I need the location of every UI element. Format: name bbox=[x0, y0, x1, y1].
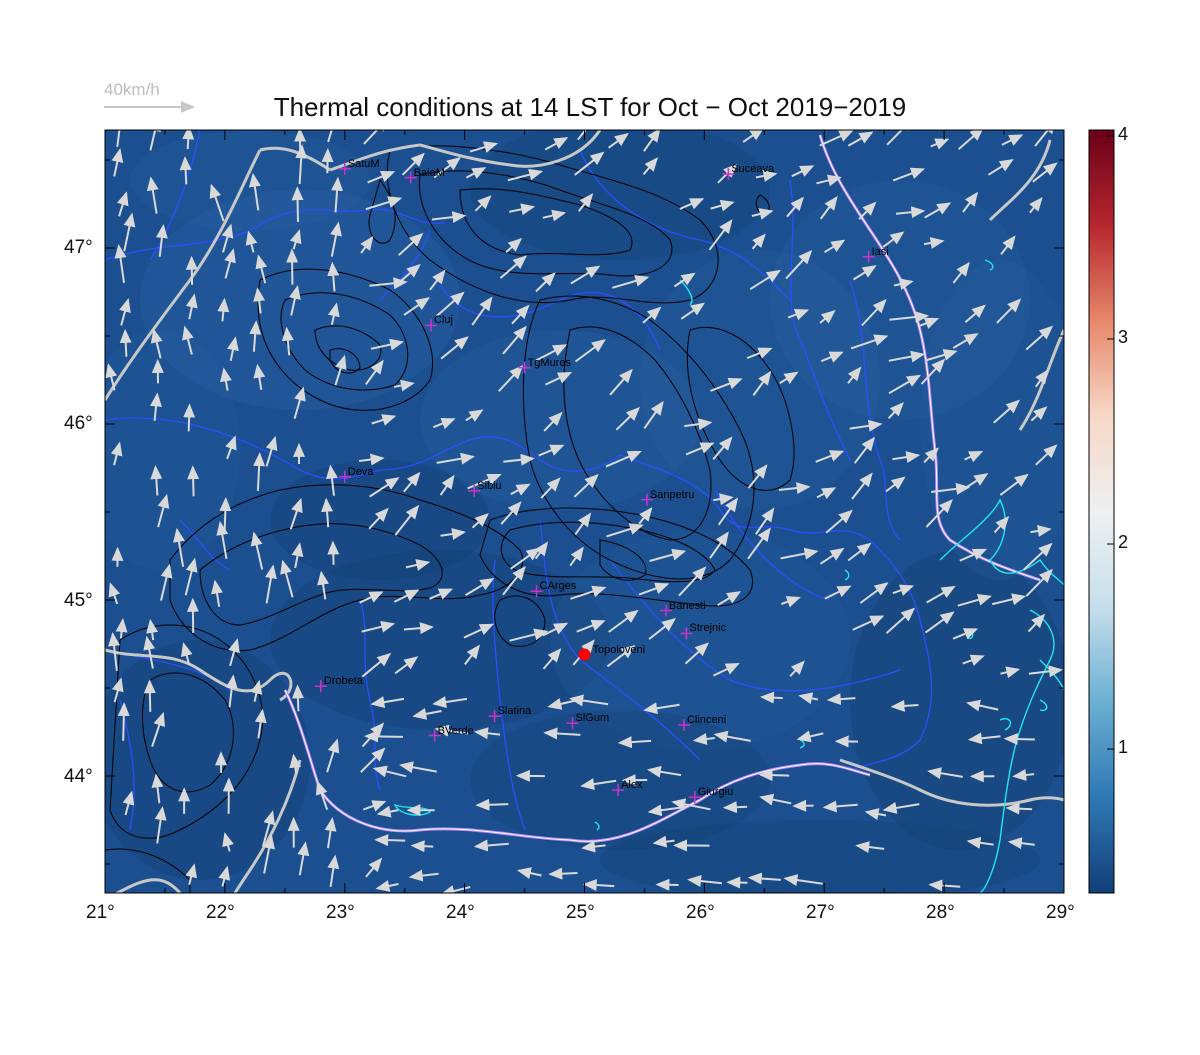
station-label: TgMures bbox=[528, 357, 571, 369]
wind-arrow bbox=[550, 873, 577, 874]
y-tick-label: 44° bbox=[64, 766, 93, 788]
wind-arrow bbox=[225, 499, 226, 534]
wind-arrow bbox=[477, 804, 508, 805]
station-label: Alex bbox=[621, 779, 642, 791]
x-tick-label: 21° bbox=[86, 902, 115, 924]
wind-arrow bbox=[188, 127, 189, 149]
thermal-field-patch bbox=[130, 130, 370, 230]
station-label: Sanpetru bbox=[650, 489, 695, 501]
wind-arrow bbox=[297, 188, 298, 222]
thermal-field-patch bbox=[270, 460, 490, 580]
y-tick-label: 46° bbox=[64, 413, 93, 435]
station-label: SlGum bbox=[576, 712, 610, 724]
colorbar-tick-label: 4 bbox=[1118, 124, 1128, 145]
y-tick-label: 45° bbox=[64, 590, 93, 612]
colorbar-tick-label: 2 bbox=[1118, 532, 1128, 553]
station-label: Giurgiu bbox=[698, 786, 733, 798]
station-label: Sibiu bbox=[477, 480, 501, 492]
wind-arrow bbox=[298, 686, 299, 711]
station-label: Clinceni bbox=[687, 714, 726, 726]
colorbar-tick-label: 3 bbox=[1118, 327, 1128, 348]
wind-arrow bbox=[1006, 739, 1035, 740]
map-title: Thermal conditions at 14 LST for Oct − O… bbox=[140, 92, 1040, 123]
wind-arrow bbox=[762, 697, 783, 698]
x-tick-label: 27° bbox=[806, 902, 835, 924]
station-label: SatuM bbox=[348, 158, 380, 170]
station-label: Drobeta bbox=[324, 675, 363, 687]
station-label: BVerde bbox=[438, 725, 474, 737]
wind-arrow bbox=[192, 258, 193, 285]
station-label: Deva bbox=[348, 466, 374, 478]
thermal-field-patch bbox=[850, 550, 1070, 850]
wind-arrow bbox=[725, 807, 747, 808]
wind-arrow bbox=[193, 467, 194, 496]
wind-arrow bbox=[185, 158, 186, 184]
station-label: Iasi bbox=[872, 246, 889, 258]
thermal-field-patch bbox=[470, 120, 770, 260]
colorbar bbox=[1089, 130, 1114, 893]
highlight-station-dot bbox=[579, 649, 591, 661]
wind-arrow bbox=[366, 736, 403, 737]
x-tick-label: 26° bbox=[686, 902, 715, 924]
wind-arrow bbox=[1008, 808, 1033, 809]
colorbar-tick-label: 1 bbox=[1118, 737, 1128, 758]
x-tick-label: 24° bbox=[446, 902, 475, 924]
station-label: Slatina bbox=[498, 705, 532, 717]
station-label: Strejnic bbox=[689, 622, 726, 634]
x-tick-label: 22° bbox=[206, 902, 235, 924]
wind-arrow bbox=[150, 681, 151, 712]
wind-arrow bbox=[123, 704, 124, 741]
x-tick-label: 28° bbox=[926, 902, 955, 924]
station-label: Suceava bbox=[731, 163, 774, 175]
wind-arrow bbox=[125, 331, 126, 357]
thermal-field-patch bbox=[80, 330, 240, 570]
x-tick-label: 29° bbox=[1046, 902, 1075, 924]
wind-arrow bbox=[376, 840, 405, 841]
station-label: BaiaM bbox=[414, 167, 445, 179]
station-label: Cluj bbox=[434, 314, 453, 326]
x-tick-label: 25° bbox=[566, 902, 595, 924]
highlight-station-label: Topoloveni bbox=[593, 644, 646, 656]
wind-arrow bbox=[413, 846, 434, 847]
x-tick-label: 23° bbox=[326, 902, 355, 924]
y-tick-label: 47° bbox=[64, 237, 93, 259]
wind-arrow bbox=[189, 405, 190, 431]
thermal-field-patch bbox=[600, 820, 1040, 900]
wind-arrow bbox=[327, 150, 328, 173]
wind-arrow bbox=[333, 543, 334, 565]
station-label: CArges bbox=[540, 580, 577, 592]
wind-arrow bbox=[657, 885, 678, 886]
station-label: Banesti bbox=[669, 600, 706, 612]
wind-arrow bbox=[761, 775, 790, 776]
